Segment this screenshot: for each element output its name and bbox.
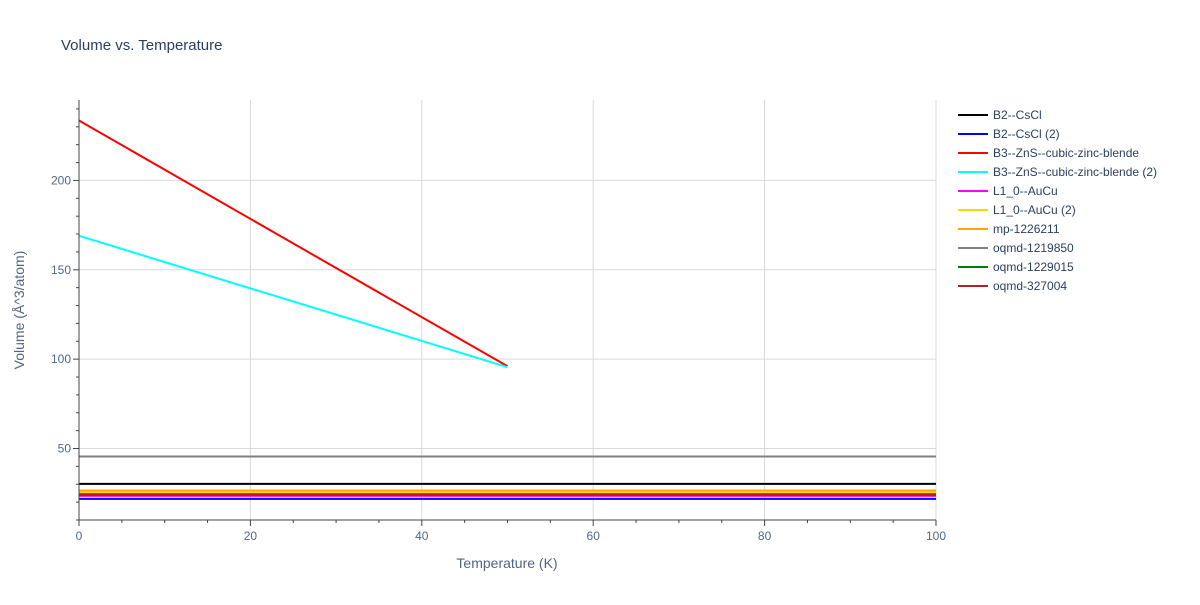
legend-label: L1_0--AuCu (2) (993, 203, 1076, 217)
series-layer (78, 119, 936, 500)
legend-item[interactable]: B3--ZnS--cubic-zinc-blende (2) (958, 165, 1157, 179)
x-axis-title: Temperature (K) (456, 555, 557, 571)
y-axis-title: Volume (Å^3/atom) (11, 251, 27, 370)
legend-item[interactable]: B2--CsCl (2) (958, 127, 1060, 141)
legend-label: B3--ZnS--cubic-zinc-blende (993, 146, 1139, 160)
legend-label: L1_0--AuCu (993, 184, 1058, 198)
legend-label: mp-1226211 (993, 222, 1060, 236)
x-tick-label: 0 (76, 529, 83, 543)
y-tick-label: 50 (58, 442, 72, 456)
x-tick-label: 60 (587, 529, 601, 543)
x-tick-label: 80 (758, 529, 772, 543)
x-tick-label: 100 (926, 529, 946, 543)
legend-item[interactable]: B2--CsCl (958, 108, 1042, 122)
legend-label: B2--CsCl (2) (993, 127, 1060, 141)
x-tick-label: 40 (415, 529, 429, 543)
legend-item[interactable]: L1_0--AuCu (958, 184, 1058, 198)
legend-item[interactable]: B3--ZnS--cubic-zinc-blende (958, 146, 1139, 160)
axes-layer: 0 20 40 60 80 100 50 100 150 200 (51, 100, 946, 543)
legend-item[interactable]: oqmd-327004 (958, 279, 1067, 293)
x-tick-label: 20 (244, 529, 258, 543)
series-line-b3-zns-cubic-zinc-blende-2- (78, 234, 508, 369)
legend-item[interactable]: oqmd-1229015 (958, 260, 1074, 274)
legend-item[interactable]: oqmd-1219850 (958, 241, 1074, 255)
legend-item[interactable]: L1_0--AuCu (2) (958, 203, 1076, 217)
legend-label: oqmd-327004 (993, 279, 1067, 293)
y-tick-label: 100 (51, 352, 71, 366)
grid-layer (79, 100, 937, 520)
y-tick-label: 200 (51, 173, 71, 187)
legend-label: B3--ZnS--cubic-zinc-blende (2) (993, 165, 1157, 179)
legend-label: oqmd-1219850 (993, 241, 1074, 255)
legend-item[interactable]: mp-1226211 (958, 222, 1060, 236)
y-tick-label: 150 (51, 263, 71, 277)
series-line-b3-zns-cubic-zinc-blende (78, 119, 508, 368)
legend-label: B2--CsCl (993, 108, 1042, 122)
legend[interactable]: B2--CsCl B2--CsCl (2) B3--ZnS--cubic-zinc-… (958, 108, 1157, 293)
chart-title: Volume vs. Temperature (61, 37, 222, 54)
legend-label: oqmd-1229015 (993, 260, 1074, 274)
